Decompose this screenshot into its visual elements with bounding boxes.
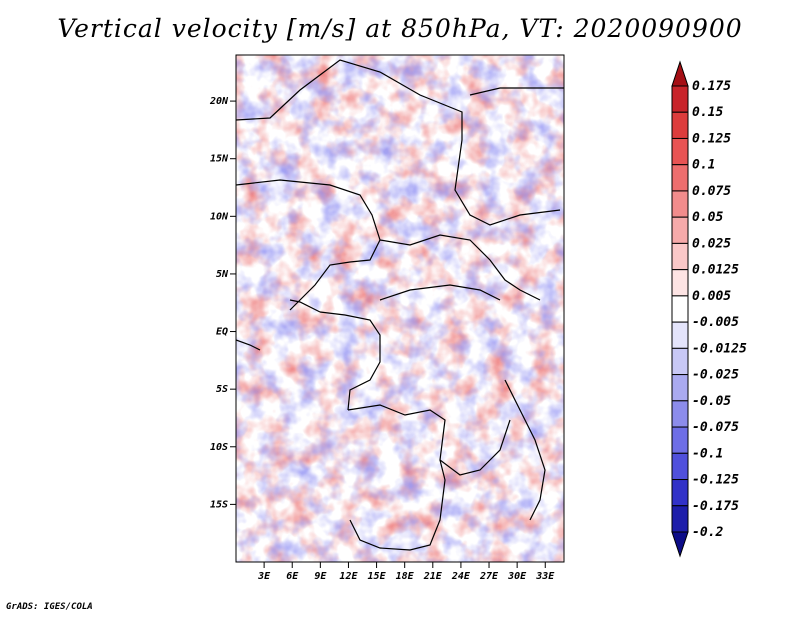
footer-credit: GrADS: IGES/COLA [6,602,93,612]
x-tick-label: 12E [339,571,358,582]
colorbar-label: -0.175 [692,499,739,514]
colorbar-bin [671,452,689,481]
colorbar-bin [671,164,689,192]
colorbar-bin [671,531,689,558]
colorbar-label: -0.125 [692,473,739,488]
colorbar-label: 0.1 [692,158,715,173]
colorbar-label: 0.125 [692,131,731,146]
colorbar-label: 0.005 [692,289,731,304]
y-tick-label: 10S [210,442,228,453]
colorbar-label: -0.2 [692,525,723,540]
colorbar-label: -0.1 [692,446,723,461]
colorbar-bin [671,374,689,402]
x-axis: 3E 6E 9E 12E 15E 18E 21E 24E 27E 30E 33E [257,562,555,582]
colorbar-bin [671,400,689,428]
colorbar-bin [671,85,689,113]
y-tick-label: 15N [210,154,229,165]
x-tick-label: 15E [368,571,387,582]
x-tick-label: 6E [286,571,299,582]
x-tick-label: 24E [451,571,471,582]
colorbar-bin [671,242,689,271]
y-tick-label: 15S [210,499,228,510]
x-tick-label: 18E [396,571,415,582]
colorbar-label: 0.15 [692,105,723,120]
colorbar-label: -0.075 [692,420,739,435]
colorbar-label: -0.005 [692,315,739,330]
y-tick-label: 5S [216,384,228,395]
colorbar-label: -0.025 [692,368,739,383]
colorbar-label: 0.075 [692,184,731,199]
x-tick-label: 9E [314,571,327,582]
x-tick-label: 21E [423,571,443,582]
colorbar-label: 0.0125 [692,263,739,278]
colorbar-bin [671,216,689,244]
x-tick-label: 3E [257,571,271,582]
colorbar-bin [671,426,689,454]
map-frame [235,54,565,563]
x-tick-label: 30E [507,571,527,582]
colorbar-label: 0.05 [692,210,723,225]
colorbar-label: -0.05 [692,394,731,409]
y-tick-label: 5N [216,269,229,280]
colorbar-bin [671,190,689,218]
colorbar-bin [671,60,689,87]
colorbar-label: -0.0125 [692,341,747,356]
y-axis: 20N 15N 10N 5N EQ 5S 10S 15S [209,96,236,510]
colorbar-bin [671,505,689,533]
colorbar-bin [671,269,689,297]
y-tick-label: EQ [216,327,228,338]
y-tick-label: 10N [210,211,229,222]
map-field [236,55,564,562]
colorbar-label: 0.175 [692,79,731,94]
colorbar-bin [671,295,689,323]
colorbar-bin [671,347,689,376]
colorbar-label: 0.025 [692,236,731,251]
colorbar-bin [671,137,689,166]
chart-title: Vertical velocity [m/s] at 850hPa, VT: 2… [57,14,743,43]
x-tick-label: 33E [535,571,555,582]
x-tick-label: 27E [479,571,499,582]
colorbar: 0.175 0.15 0.125 0.1 0.075 0.05 0.025 0.0125 0.0… [671,60,747,558]
colorbar-bin [671,479,689,507]
colorbar-bin [671,111,689,139]
country-borders [236,59,564,551]
colorbar-bin [671,321,689,349]
y-tick-label: 20N [209,96,229,107]
